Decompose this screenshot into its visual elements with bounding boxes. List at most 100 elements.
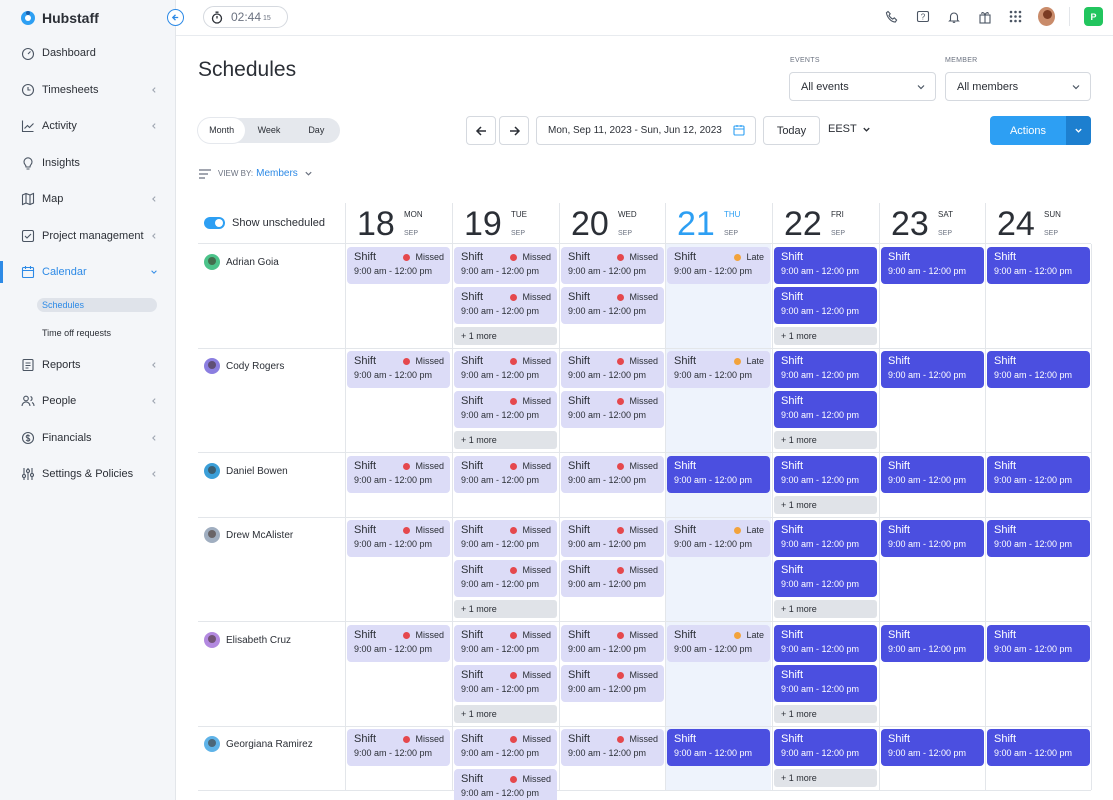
shift-card[interactable]: Shift 9:00 am - 12:00 pm Missed — [561, 729, 664, 766]
shift-card[interactable]: Shift 9:00 am - 12:00 pm — [774, 351, 877, 388]
day-header-wed[interactable]: 20 WED SEP — [559, 203, 666, 244]
shift-card[interactable]: Shift 9:00 am - 12:00 pm — [881, 351, 984, 388]
user-avatar[interactable] — [1038, 7, 1055, 26]
sidebar-subitem-time-off-requests[interactable]: Time off requests — [0, 319, 176, 347]
day-header-sat[interactable]: 23 SAT SEP — [879, 203, 986, 244]
previous-period-button[interactable] — [466, 116, 496, 145]
sidebar-item-project-management[interactable]: Project management — [0, 218, 176, 255]
shift-card[interactable]: Shift 9:00 am - 12:00 pm Late — [667, 520, 770, 557]
shift-card[interactable]: Shift 9:00 am - 12:00 pm — [881, 625, 984, 662]
shift-card[interactable]: Shift 9:00 am - 12:00 pm — [667, 729, 770, 766]
more-shifts-link[interactable]: + 1 more — [454, 431, 557, 449]
shift-card[interactable]: Shift 9:00 am - 12:00 pm Missed — [454, 560, 557, 597]
sidebar-item-dashboard[interactable]: Dashboard — [0, 35, 176, 72]
shift-card[interactable]: Shift 9:00 am - 12:00 pm Missed — [347, 456, 450, 493]
sidebar-item-people[interactable]: People — [0, 383, 176, 420]
shift-card[interactable]: Shift 9:00 am - 12:00 pm — [987, 729, 1090, 766]
shift-card[interactable]: Shift 9:00 am - 12:00 pm Missed — [454, 247, 557, 284]
day-header-fri[interactable]: 22 FRI SEP — [772, 203, 879, 244]
shift-card[interactable]: Shift 9:00 am - 12:00 pm — [774, 456, 877, 493]
brand-logo[interactable]: Hubstaff — [20, 8, 99, 28]
date-range-picker[interactable]: Mon, Sep 11, 2023 - Sun, Jun 12, 2023 — [536, 116, 756, 145]
shift-card[interactable]: Shift 9:00 am - 12:00 pm — [987, 520, 1090, 557]
shift-card[interactable]: Shift 9:00 am - 12:00 pm Missed — [561, 560, 664, 597]
shift-card[interactable]: Shift 9:00 am - 12:00 pm Missed — [454, 351, 557, 388]
shift-card[interactable]: Shift 9:00 am - 12:00 pm Missed — [454, 520, 557, 557]
shift-card[interactable]: Shift 9:00 am - 12:00 pm Missed — [347, 625, 450, 662]
shift-card[interactable]: Shift 9:00 am - 12:00 pm Missed — [454, 391, 557, 428]
shift-card[interactable]: Shift 9:00 am - 12:00 pm Late — [667, 351, 770, 388]
member-row-header[interactable]: Daniel Bowen — [204, 463, 288, 479]
sidebar-item-calendar[interactable]: Calendar — [0, 254, 176, 291]
shift-card[interactable]: Shift 9:00 am - 12:00 pm — [667, 456, 770, 493]
more-shifts-link[interactable]: + 1 more — [774, 327, 877, 345]
shift-card[interactable]: Shift 9:00 am - 12:00 pm — [987, 351, 1090, 388]
member-row-header[interactable]: Elisabeth Cruz — [204, 632, 291, 648]
member-dropdown[interactable]: All members — [945, 72, 1091, 101]
shift-card[interactable]: Shift 9:00 am - 12:00 pm Missed — [561, 351, 664, 388]
more-shifts-link[interactable]: + 1 more — [774, 769, 877, 787]
day-header-tue[interactable]: 19 TUE SEP — [452, 203, 559, 244]
shift-card[interactable]: Shift 9:00 am - 12:00 pm — [987, 247, 1090, 284]
sidebar-item-reports[interactable]: Reports — [0, 347, 176, 384]
timezone-select[interactable]: EEST — [828, 123, 871, 135]
shift-card[interactable]: Shift 9:00 am - 12:00 pm — [881, 729, 984, 766]
shift-card[interactable]: Shift 9:00 am - 12:00 pm — [774, 287, 877, 324]
apps-grid-icon[interactable] — [1007, 8, 1024, 25]
shift-card[interactable]: Shift 9:00 am - 12:00 pm — [881, 520, 984, 557]
view-by-selector[interactable]: VIEW BY: Members — [198, 168, 313, 179]
bell-icon[interactable] — [945, 8, 962, 25]
more-shifts-link[interactable]: + 1 more — [454, 600, 557, 618]
shift-card[interactable]: Shift 9:00 am - 12:00 pm Missed — [454, 456, 557, 493]
sidebar-item-financials[interactable]: Financials — [0, 420, 176, 457]
shift-card[interactable]: Shift 9:00 am - 12:00 pm Missed — [561, 247, 664, 284]
view-month-button[interactable]: Month — [198, 118, 246, 143]
show-unscheduled-toggle[interactable]: Show unscheduled — [204, 217, 325, 229]
actions-button[interactable]: Actions — [1009, 124, 1047, 137]
shift-card[interactable]: Shift 9:00 am - 12:00 pm Missed — [347, 247, 450, 284]
shift-card[interactable]: Shift 9:00 am - 12:00 pm Missed — [347, 520, 450, 557]
shift-card[interactable]: Shift 9:00 am - 12:00 pm Missed — [454, 665, 557, 702]
more-shifts-link[interactable]: + 1 more — [774, 705, 877, 723]
day-header-thu[interactable]: 21 THU SEP — [665, 203, 772, 244]
shift-card[interactable]: Shift 9:00 am - 12:00 pm Missed — [454, 729, 557, 766]
sidebar-item-map[interactable]: Map — [0, 181, 176, 218]
sidebar-item-insights[interactable]: Insights — [0, 145, 176, 182]
sidebar-item-settings-policies[interactable]: Settings & Policies — [0, 456, 176, 493]
sidebar-collapse-button[interactable] — [167, 9, 184, 26]
shift-card[interactable]: Shift 9:00 am - 12:00 pm Missed — [561, 287, 664, 324]
toggle-switch[interactable] — [204, 217, 225, 229]
phone-icon[interactable] — [883, 8, 900, 25]
more-shifts-link[interactable]: + 1 more — [454, 327, 557, 345]
shift-card[interactable]: Shift 9:00 am - 12:00 pm — [774, 391, 877, 428]
member-row-header[interactable]: Cody Rogers — [204, 358, 284, 374]
shift-card[interactable]: Shift 9:00 am - 12:00 pm — [774, 247, 877, 284]
shift-card[interactable]: Shift 9:00 am - 12:00 pm Missed — [561, 456, 664, 493]
member-row-header[interactable]: Adrian Goia — [204, 254, 279, 270]
more-shifts-link[interactable]: + 1 more — [774, 431, 877, 449]
member-row-header[interactable]: Georgiana Ramirez — [204, 736, 313, 752]
shift-card[interactable]: Shift 9:00 am - 12:00 pm Missed — [454, 287, 557, 324]
shift-card[interactable]: Shift 9:00 am - 12:00 pm Missed — [561, 625, 664, 662]
shift-card[interactable]: Shift 9:00 am - 12:00 pm — [987, 625, 1090, 662]
sidebar-item-timesheets[interactable]: Timesheets — [0, 72, 176, 109]
shift-card[interactable]: Shift 9:00 am - 12:00 pm Late — [667, 625, 770, 662]
more-shifts-link[interactable]: + 1 more — [454, 705, 557, 723]
member-row-header[interactable]: Drew McAlister — [204, 527, 293, 543]
shift-card[interactable]: Shift 9:00 am - 12:00 pm — [774, 665, 877, 702]
shift-card[interactable]: Shift 9:00 am - 12:00 pm Missed — [347, 729, 450, 766]
day-header-sun[interactable]: 24 SUN SEP — [985, 203, 1091, 244]
shift-card[interactable]: Shift 9:00 am - 12:00 pm Missed — [347, 351, 450, 388]
shift-card[interactable]: Shift 9:00 am - 12:00 pm — [987, 456, 1090, 493]
shift-card[interactable]: Shift 9:00 am - 12:00 pm Missed — [561, 520, 664, 557]
view-week-button[interactable]: Week — [257, 125, 281, 135]
sidebar-subitem-schedules[interactable]: Schedules — [0, 291, 176, 319]
actions-dropdown-toggle[interactable] — [1066, 116, 1091, 145]
next-period-button[interactable] — [499, 116, 529, 145]
shift-card[interactable]: Shift 9:00 am - 12:00 pm — [774, 625, 877, 662]
more-shifts-link[interactable]: + 1 more — [774, 600, 877, 618]
day-header-mon[interactable]: 18 MON SEP — [345, 203, 452, 244]
today-button[interactable]: Today — [763, 116, 820, 145]
sidebar-item-activity[interactable]: Activity — [0, 108, 176, 145]
shift-card[interactable]: Shift 9:00 am - 12:00 pm Missed — [561, 391, 664, 428]
